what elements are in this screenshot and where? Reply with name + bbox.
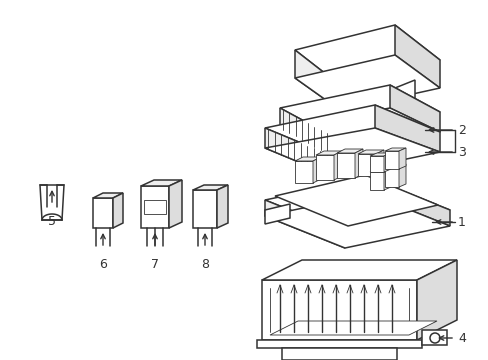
Text: 2: 2 bbox=[457, 123, 465, 136]
Polygon shape bbox=[383, 169, 390, 190]
Polygon shape bbox=[264, 178, 449, 232]
Text: 8: 8 bbox=[201, 258, 208, 271]
Polygon shape bbox=[143, 200, 165, 214]
Polygon shape bbox=[264, 204, 289, 224]
Polygon shape bbox=[374, 105, 439, 152]
Polygon shape bbox=[384, 167, 398, 187]
Text: 1: 1 bbox=[457, 216, 465, 229]
Polygon shape bbox=[315, 151, 341, 155]
Polygon shape bbox=[280, 85, 439, 135]
Polygon shape bbox=[336, 149, 362, 153]
Polygon shape bbox=[384, 148, 405, 151]
Polygon shape bbox=[264, 105, 439, 155]
Polygon shape bbox=[257, 340, 421, 348]
Polygon shape bbox=[357, 154, 375, 176]
Polygon shape bbox=[217, 185, 227, 228]
Polygon shape bbox=[369, 172, 383, 190]
Polygon shape bbox=[421, 330, 446, 345]
Polygon shape bbox=[336, 153, 354, 178]
Polygon shape bbox=[394, 25, 439, 88]
Polygon shape bbox=[282, 348, 396, 360]
Polygon shape bbox=[398, 148, 405, 169]
Polygon shape bbox=[264, 194, 449, 248]
Text: 5: 5 bbox=[48, 215, 56, 228]
Polygon shape bbox=[294, 25, 439, 85]
Polygon shape bbox=[274, 175, 437, 226]
Polygon shape bbox=[416, 260, 456, 340]
Polygon shape bbox=[384, 164, 405, 167]
Polygon shape bbox=[389, 85, 439, 132]
Polygon shape bbox=[369, 153, 390, 156]
Polygon shape bbox=[40, 185, 64, 220]
Polygon shape bbox=[193, 185, 227, 190]
Polygon shape bbox=[294, 55, 439, 110]
Polygon shape bbox=[369, 169, 390, 172]
Polygon shape bbox=[141, 186, 169, 228]
Polygon shape bbox=[354, 149, 362, 178]
Polygon shape bbox=[369, 178, 449, 226]
Polygon shape bbox=[312, 157, 320, 183]
Polygon shape bbox=[264, 128, 439, 175]
Polygon shape bbox=[262, 260, 456, 280]
Polygon shape bbox=[333, 151, 341, 180]
Polygon shape bbox=[193, 190, 217, 228]
Polygon shape bbox=[383, 153, 390, 172]
Polygon shape bbox=[394, 80, 414, 108]
Polygon shape bbox=[264, 200, 345, 248]
Polygon shape bbox=[264, 128, 329, 175]
Polygon shape bbox=[141, 180, 182, 186]
Polygon shape bbox=[357, 150, 383, 154]
Text: 3: 3 bbox=[457, 145, 465, 158]
Polygon shape bbox=[113, 193, 123, 228]
Polygon shape bbox=[93, 198, 113, 228]
Polygon shape bbox=[294, 157, 320, 161]
Text: 7: 7 bbox=[151, 258, 159, 271]
Polygon shape bbox=[315, 155, 333, 180]
Polygon shape bbox=[398, 164, 405, 187]
Text: 4: 4 bbox=[457, 332, 465, 345]
Polygon shape bbox=[384, 151, 398, 169]
Polygon shape bbox=[294, 50, 339, 110]
Polygon shape bbox=[93, 193, 123, 198]
Polygon shape bbox=[262, 280, 416, 340]
Polygon shape bbox=[169, 180, 182, 228]
Polygon shape bbox=[294, 161, 312, 183]
Polygon shape bbox=[375, 150, 383, 176]
Polygon shape bbox=[369, 156, 383, 172]
Polygon shape bbox=[269, 321, 436, 335]
Text: 6: 6 bbox=[99, 258, 107, 271]
Polygon shape bbox=[280, 108, 329, 155]
Polygon shape bbox=[280, 108, 439, 155]
